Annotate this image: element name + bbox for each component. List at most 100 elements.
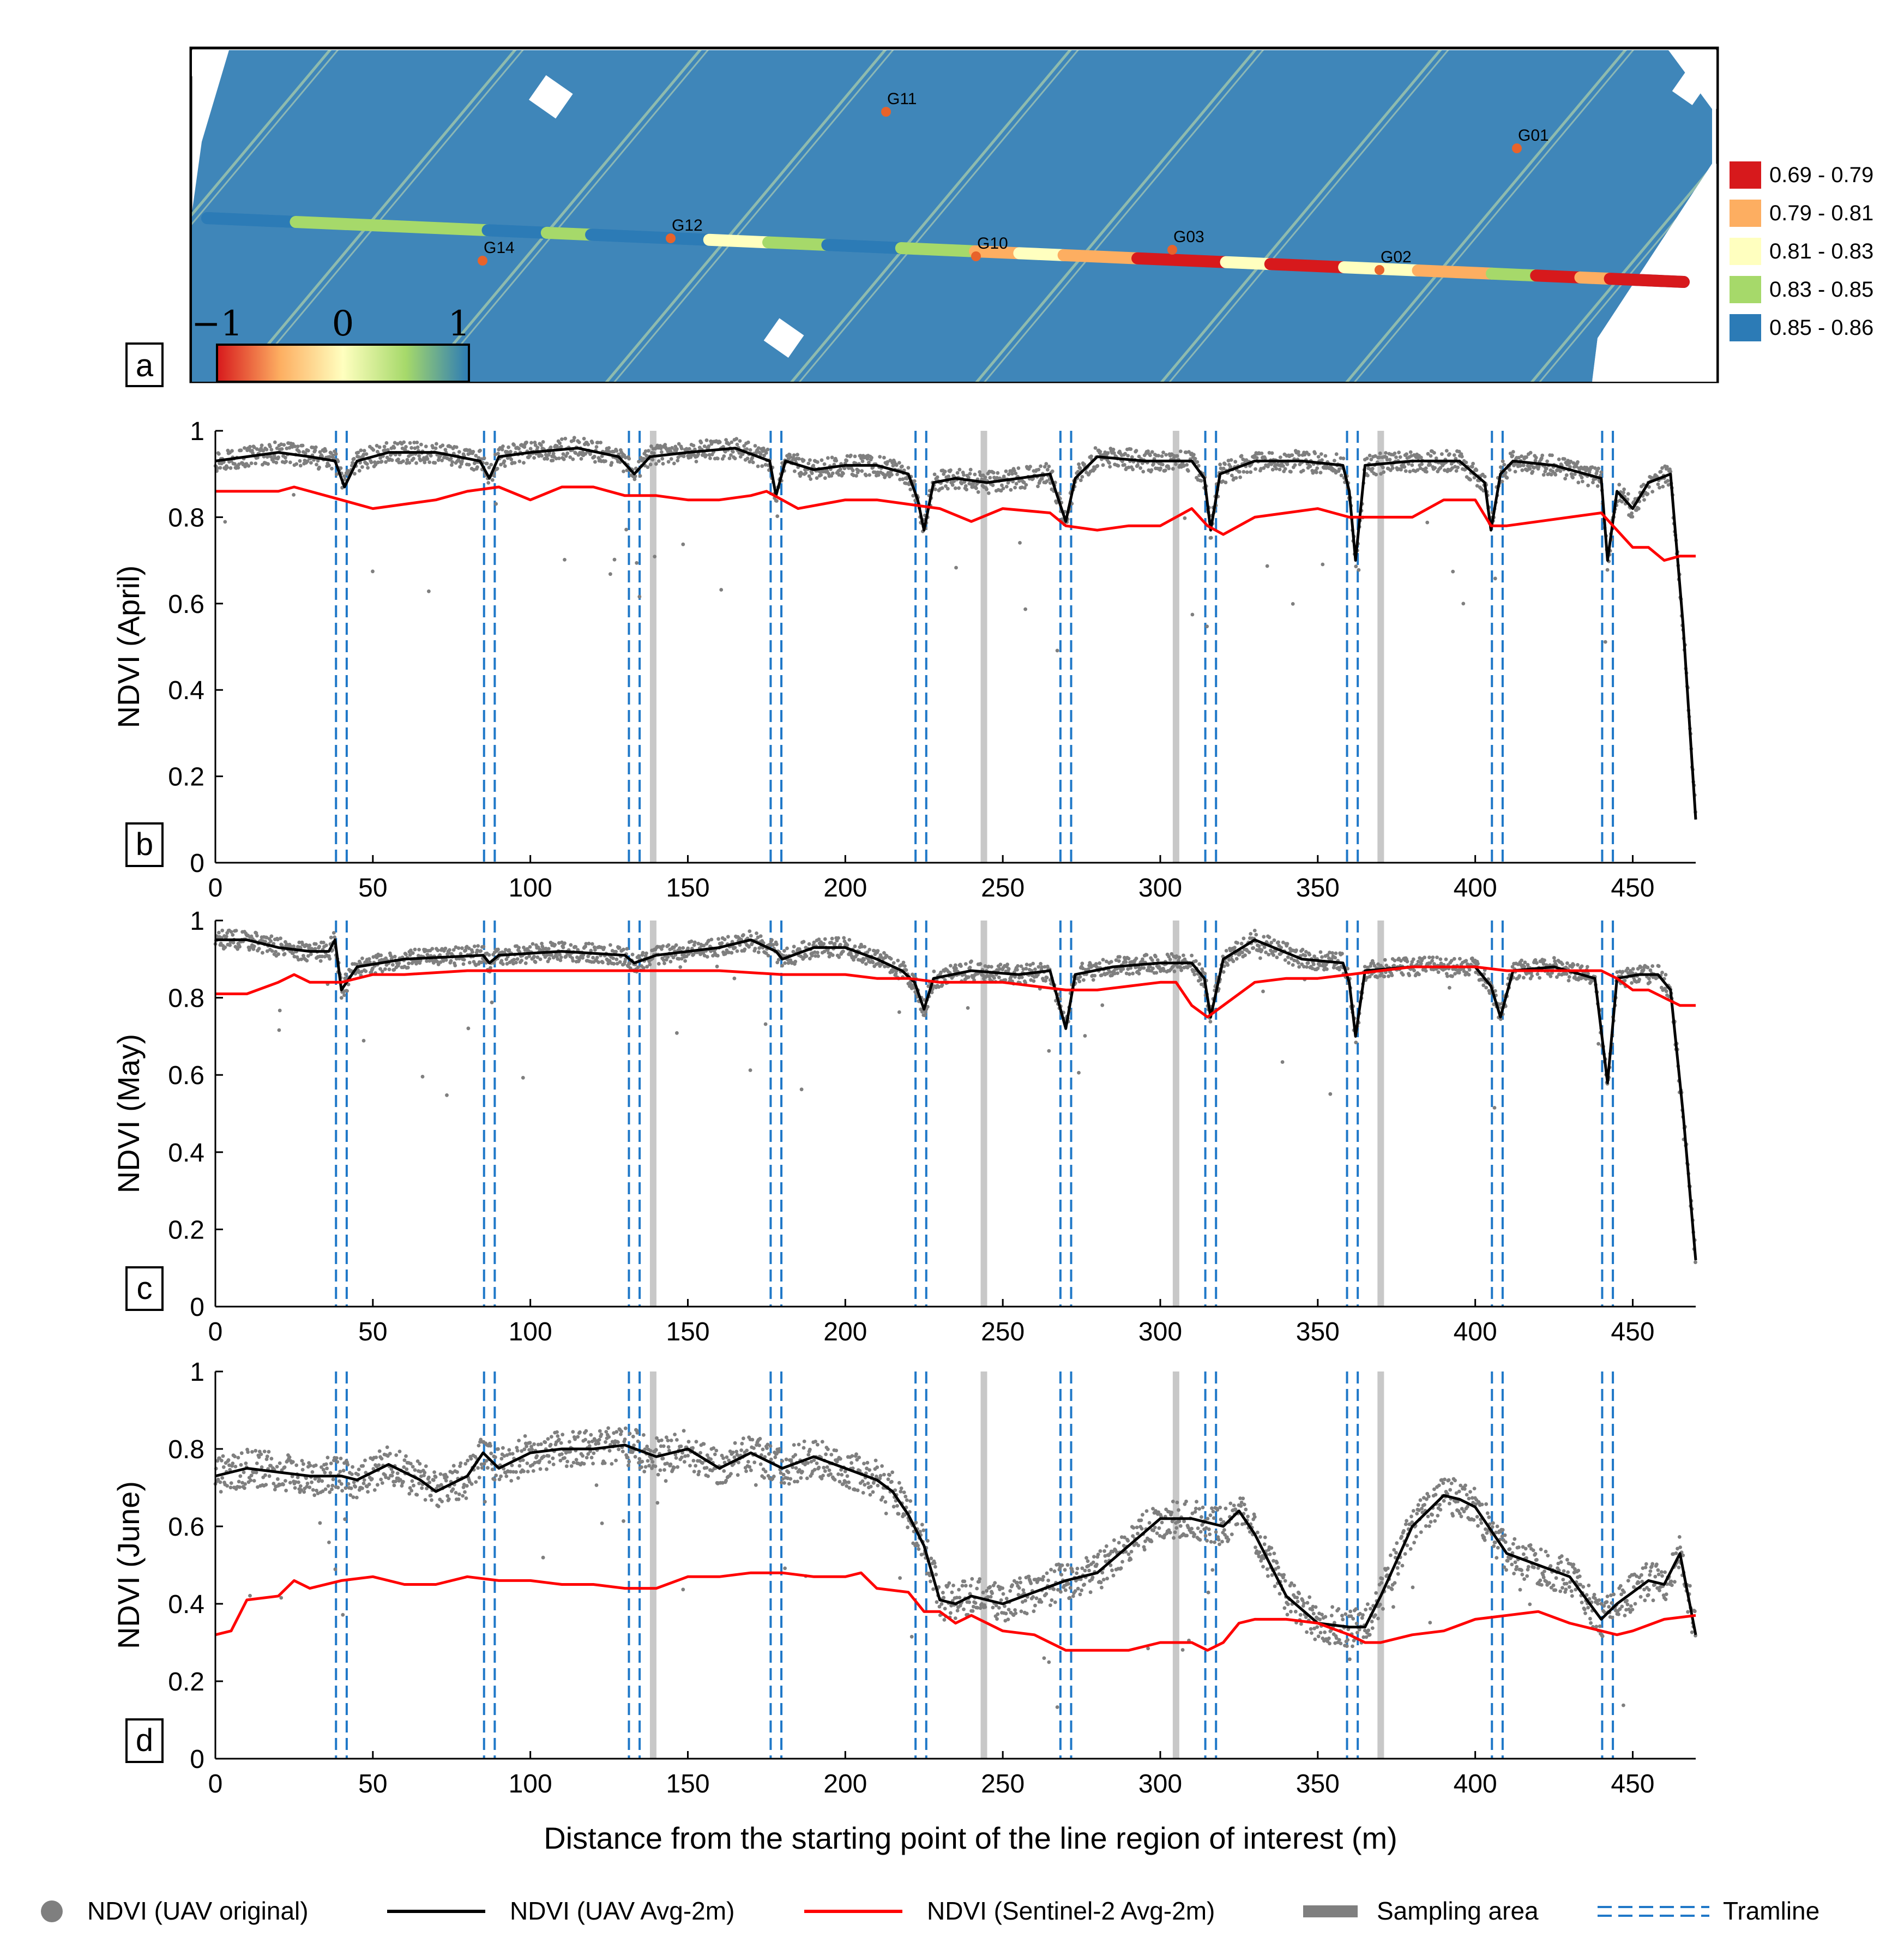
uav-original-point <box>228 1467 232 1472</box>
uav-original-point <box>476 944 480 948</box>
uav-original-point <box>727 456 732 460</box>
uav-original-point <box>670 446 674 450</box>
uav-original-point <box>1452 957 1456 961</box>
uav-original-point <box>338 1479 341 1483</box>
uav-original-point <box>1167 466 1171 471</box>
uav-original-point <box>1209 536 1213 540</box>
uav-original-point <box>528 447 533 451</box>
uav-original-point <box>280 447 284 451</box>
uav-original-point <box>771 943 775 947</box>
uav-original-point <box>1661 485 1665 489</box>
uav-original-point <box>409 1489 414 1493</box>
uav-original-point <box>986 965 991 969</box>
uav-original-point <box>1460 454 1464 459</box>
uav-original-point <box>1129 447 1133 451</box>
uav-original-point <box>332 931 336 935</box>
uav-original-point <box>1184 450 1188 454</box>
uav-original-point <box>822 462 827 466</box>
uav-original-point <box>1418 956 1422 960</box>
uav-original-point <box>545 1467 549 1471</box>
uav-original-point <box>269 939 273 943</box>
uav-original-point <box>1245 470 1249 474</box>
uav-original-point <box>1083 1034 1087 1038</box>
uav-original-point <box>1023 486 1027 490</box>
uav-original-point <box>628 966 632 970</box>
uav-original-point <box>354 963 359 966</box>
series-line-uav-avg <box>215 447 1697 820</box>
uav-original-point <box>1493 989 1497 993</box>
uav-original-point <box>299 1488 303 1492</box>
uav-original-point <box>398 1478 402 1482</box>
uav-original-point <box>511 1470 515 1474</box>
uav-original-point <box>677 442 681 446</box>
uav-original-point <box>217 930 221 935</box>
uav-original-point <box>876 473 881 477</box>
uav-original-point <box>1438 466 1443 470</box>
uav-original-point <box>392 968 396 972</box>
uav-original-point <box>497 1477 502 1482</box>
uav-original-point <box>1499 465 1503 469</box>
uav-original-point <box>507 948 511 952</box>
uav-original-point <box>722 454 726 458</box>
uav-original-point <box>296 444 300 448</box>
uav-original-point <box>312 1493 317 1497</box>
uav-original-point <box>532 456 536 460</box>
uav-original-point <box>883 964 887 969</box>
uav-original-point <box>716 456 720 461</box>
uav-original-point <box>1581 479 1584 484</box>
uav-original-point <box>1374 472 1378 477</box>
uav-original-point <box>538 957 543 961</box>
uav-original-point <box>1177 955 1182 960</box>
uav-original-point <box>1574 465 1578 468</box>
uav-original-point <box>1301 468 1305 473</box>
uav-original-point <box>1124 960 1128 964</box>
uav-original-point <box>1321 562 1325 567</box>
uav-original-point <box>438 1472 443 1476</box>
uav-original-point <box>1384 964 1389 967</box>
uav-original-point <box>525 1461 529 1465</box>
uav-original-point <box>666 943 671 947</box>
uav-original-point <box>1243 953 1247 958</box>
uav-original-point <box>525 956 528 960</box>
uav-original-point <box>716 937 720 941</box>
uav-original-point <box>394 1453 399 1457</box>
uav-original-point <box>1337 967 1341 972</box>
class-swatch <box>1730 238 1761 265</box>
uav-original-point <box>1236 941 1239 945</box>
uav-original-point <box>369 460 373 465</box>
uav-original-point <box>515 1448 520 1453</box>
uav-original-point <box>1291 963 1295 967</box>
uav-original-point <box>1417 972 1421 977</box>
uav-original-point <box>1365 456 1369 460</box>
uav-original-point <box>666 955 670 959</box>
uav-original-point <box>390 1470 395 1475</box>
uav-original-point <box>1415 468 1420 472</box>
uav-original-point <box>876 949 880 953</box>
roi-line-segment <box>969 245 1026 260</box>
uav-original-point <box>1617 483 1622 487</box>
uav-original-point <box>666 460 671 464</box>
uav-original-point <box>632 477 637 482</box>
uav-original-point <box>807 942 811 946</box>
uav-original-point <box>1055 648 1059 653</box>
uav-original-point <box>1543 958 1546 963</box>
uav-original-point <box>282 952 287 956</box>
uav-original-point <box>894 972 898 976</box>
uav-original-point <box>1641 968 1646 972</box>
uav-original-point <box>855 953 859 957</box>
uav-original-point <box>1168 958 1172 961</box>
y-tick-label: 0.4 <box>168 1139 204 1168</box>
uav-original-point <box>284 459 288 464</box>
uav-original-point <box>492 1478 497 1482</box>
uav-original-point <box>986 491 991 495</box>
uav-original-point <box>1233 460 1238 464</box>
uav-original-point <box>653 555 657 558</box>
uav-original-point <box>532 1442 536 1446</box>
uav-original-point <box>1325 967 1329 971</box>
uav-original-point <box>859 456 863 460</box>
uav-original-point <box>220 1476 225 1480</box>
uav-original-point <box>289 945 293 948</box>
uav-original-point <box>1398 455 1402 459</box>
uav-original-point <box>458 1464 462 1469</box>
uav-original-point <box>1007 967 1011 971</box>
